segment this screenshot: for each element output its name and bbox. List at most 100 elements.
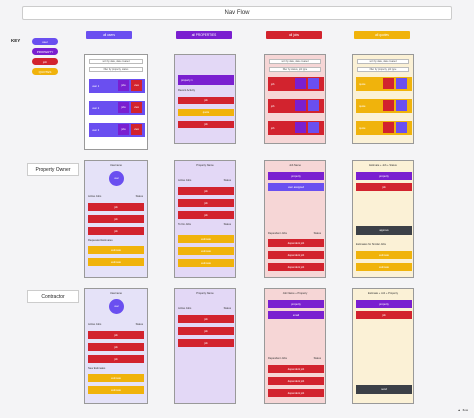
property-button[interactable] (295, 100, 306, 111)
ct-quote-panel: Estimate + Job + Property property job s… (352, 288, 414, 404)
status-label[interactable]: Status (135, 323, 143, 326)
user-button[interactable] (308, 100, 319, 111)
approve-button[interactable]: approve (356, 226, 412, 235)
estimate-item[interactable]: estimate (178, 235, 234, 243)
job-property[interactable]: property (268, 300, 324, 308)
quote-property[interactable]: property (356, 172, 412, 180)
quote-property[interactable]: property (356, 300, 412, 308)
key-property: PROPERTY (32, 48, 58, 55)
sort-field[interactable]: sort by date, date created (357, 59, 409, 64)
dependent-job-item[interactable]: dependent job (268, 263, 324, 271)
estimate-item[interactable]: estimate (178, 247, 234, 255)
estimate-item[interactable]: estimate (88, 386, 144, 394)
job-property[interactable]: property (268, 172, 324, 180)
row-label-property-owner: Property Owner (27, 163, 79, 176)
key-label: KEY (11, 38, 21, 43)
job-email[interactable]: email (268, 311, 324, 319)
user-button[interactable] (396, 100, 407, 111)
active-jobs-label: Active Jobs (178, 179, 192, 182)
job-item[interactable]: job (178, 211, 234, 219)
estimate-item[interactable]: estimate (88, 246, 144, 254)
estimate-item[interactable]: estimate (88, 374, 144, 382)
jobs-button[interactable]: jobs (118, 124, 129, 135)
sort-field[interactable]: sort by date, date created (89, 59, 143, 64)
quotes-screen: sort by date, date created filter by pro… (352, 54, 414, 144)
job-item[interactable]: job (88, 227, 144, 235)
active-jobs-label: Active Jobs (88, 323, 102, 326)
job-item[interactable]: job (178, 187, 234, 195)
estimate-item[interactable]: estimate (356, 251, 412, 259)
status-label[interactable]: Status (223, 307, 231, 310)
property-name: Property Name (196, 292, 214, 295)
view-button[interactable]: view (131, 80, 142, 91)
avatar: user (109, 171, 124, 186)
filter-field[interactable]: filter by status, job type (269, 67, 321, 72)
dependent-jobs-label: Dependent Jobs (268, 357, 287, 360)
avatar: user (109, 299, 124, 314)
job-name: Job Name + Property (282, 292, 308, 295)
dependent-job-item[interactable]: dependent job (268, 377, 324, 385)
status-label[interactable]: Status (223, 223, 231, 226)
status-label[interactable]: Status (313, 232, 321, 235)
col-header-users: all users (86, 31, 132, 39)
estimate-item[interactable]: estimate (88, 258, 144, 266)
filter-field[interactable]: filter by property, status (89, 67, 143, 72)
job-button[interactable] (383, 78, 394, 89)
view-button[interactable]: view (131, 102, 142, 113)
estimate-item[interactable]: estimate (178, 259, 234, 267)
dependent-job-item[interactable]: dependent job (268, 389, 324, 397)
status-label[interactable]: Status (223, 179, 231, 182)
page-title: Nav Flow (22, 6, 452, 20)
job-item[interactable]: job (88, 331, 144, 339)
ct-job-panel: Job Name + Property property email Depen… (264, 288, 326, 404)
col-header-quotes: all quotes (354, 31, 410, 39)
job-user-assigned[interactable]: user assigned (268, 183, 324, 191)
dependent-job-item[interactable]: dependent job (268, 365, 324, 373)
job-item[interactable]: job (88, 343, 144, 351)
user-button[interactable] (308, 122, 319, 133)
status-label[interactable]: Status (135, 195, 143, 198)
property-button[interactable] (295, 122, 306, 133)
job-item[interactable]: job (178, 339, 234, 347)
status-label[interactable]: Status (313, 357, 321, 360)
job-item[interactable]: job (178, 315, 234, 323)
job-item[interactable]: job (88, 355, 144, 363)
new-estimates-label: New Estimates (88, 367, 106, 370)
active-jobs-label: Active Jobs (178, 307, 192, 310)
jobs-button[interactable]: jobs (118, 102, 129, 113)
properties-screen: property 1 Recent Activity job quote job (174, 54, 236, 144)
job-item[interactable]: job (178, 199, 234, 207)
active-jobs-label: Active Jobs (88, 195, 102, 198)
property-row[interactable]: property 1 (178, 75, 234, 85)
job-item[interactable]: job (88, 203, 144, 211)
filter-field[interactable]: filter by property, job type (357, 67, 409, 72)
quote-title: Estimate + Job + Status (369, 164, 397, 167)
dependent-job-item[interactable]: dependent job (268, 251, 324, 259)
activity-job[interactable]: job (178, 97, 234, 104)
send-button[interactable]: send (356, 385, 412, 394)
property-button[interactable] (295, 78, 306, 89)
key-user: user (32, 38, 58, 45)
user-button[interactable] (396, 78, 407, 89)
estimate-item[interactable]: estimate (356, 263, 412, 271)
job-button[interactable] (383, 122, 394, 133)
ct-property-panel: Property Name Active Jobs Status job job… (174, 288, 236, 404)
po-user-panel: Username user Active Jobs Status job job… (84, 160, 148, 278)
user-button[interactable] (396, 122, 407, 133)
dependent-jobs-label: Dependent Jobs (268, 232, 287, 235)
sort-field[interactable]: sort by date, date created (269, 59, 321, 64)
quote-job[interactable]: job (356, 311, 412, 319)
activity-job[interactable]: job (178, 121, 234, 128)
job-button[interactable] (383, 100, 394, 111)
job-name: Job Name (289, 164, 301, 167)
activity-quote[interactable]: quote (178, 109, 234, 116)
ct-username: Username (110, 292, 122, 295)
dependent-job-item[interactable]: dependent job (268, 239, 324, 247)
job-item[interactable]: job (88, 215, 144, 223)
job-item[interactable]: job (178, 327, 234, 335)
quote-job[interactable]: job (356, 183, 412, 191)
logo-icon: ▲ (457, 408, 461, 412)
jobs-button[interactable]: jobs (118, 80, 129, 91)
view-button[interactable]: view (131, 124, 142, 135)
user-button[interactable] (308, 78, 319, 89)
